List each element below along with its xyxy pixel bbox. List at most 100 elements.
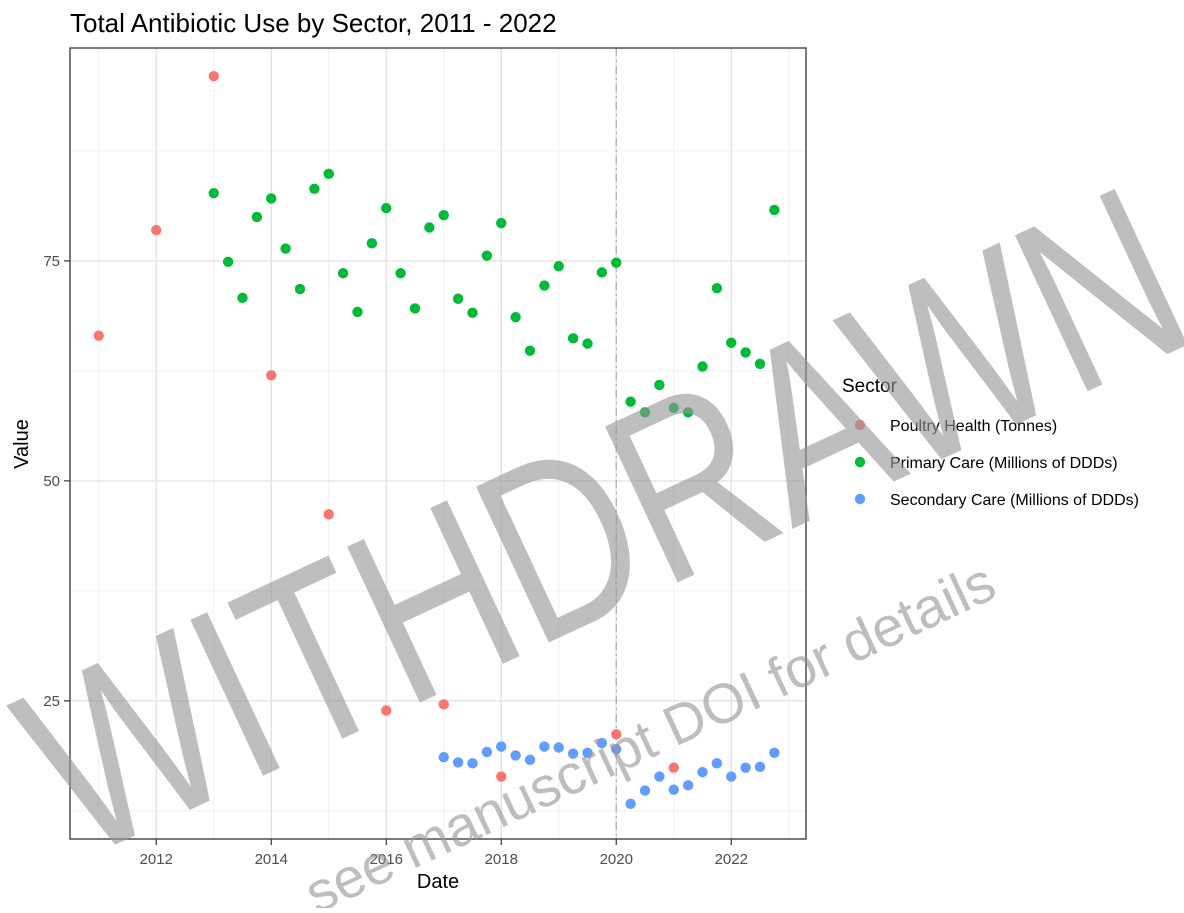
data-point-series-2 bbox=[726, 771, 737, 782]
data-point-series-1 bbox=[553, 261, 564, 272]
data-point-series-2 bbox=[524, 754, 536, 766]
data-point-series-1 bbox=[711, 283, 723, 294]
data-point-series-1 bbox=[467, 307, 478, 319]
x-axis-title: Date bbox=[417, 871, 459, 893]
plot-panel bbox=[70, 48, 806, 839]
data-point-series-1 bbox=[352, 306, 363, 318]
legend-label: Poultry Health (Tonnes) bbox=[890, 418, 1057, 435]
data-point-series-0 bbox=[611, 729, 622, 740]
data-point-series-1 bbox=[237, 292, 248, 304]
data-point-series-1 bbox=[769, 204, 780, 216]
x-tick-label: 2022 bbox=[715, 851, 748, 868]
data-point-series-1 bbox=[510, 312, 521, 323]
data-point-series-1 bbox=[323, 168, 334, 180]
data-point-series-1 bbox=[596, 267, 608, 278]
legend-key bbox=[854, 456, 866, 468]
x-tick-label: 2014 bbox=[255, 851, 288, 868]
data-point-series-2 bbox=[625, 798, 636, 810]
data-point-series-2 bbox=[553, 742, 564, 753]
data-point-series-2 bbox=[654, 771, 665, 782]
data-point-series-0 bbox=[381, 705, 392, 716]
data-point-series-2 bbox=[582, 747, 593, 758]
data-point-series-2 bbox=[740, 762, 751, 773]
x-axis-ticks: 2012 2014 2016 2018 2020 2022 bbox=[140, 839, 748, 868]
data-point-series-2 bbox=[539, 741, 550, 752]
data-point-series-0 bbox=[208, 70, 219, 82]
data-point-series-1 bbox=[754, 358, 766, 370]
data-point-series-2 bbox=[467, 758, 478, 769]
data-point-series-1 bbox=[266, 193, 277, 204]
legend-key bbox=[854, 493, 866, 505]
x-tick-label: 2012 bbox=[140, 851, 173, 868]
data-points bbox=[93, 70, 780, 810]
data-point-series-1 bbox=[366, 238, 378, 249]
data-point-series-1 bbox=[222, 256, 234, 268]
data-point-series-0 bbox=[323, 509, 334, 520]
legend-key bbox=[854, 419, 866, 431]
data-point-series-2 bbox=[438, 751, 449, 763]
x-tick-label: 2016 bbox=[370, 851, 403, 868]
data-point-series-1 bbox=[395, 268, 406, 279]
data-point-series-2 bbox=[639, 785, 651, 796]
data-point-series-1 bbox=[309, 183, 320, 194]
data-point-series-0 bbox=[151, 224, 162, 236]
data-point-series-1 bbox=[496, 217, 507, 229]
data-point-series-1 bbox=[452, 293, 464, 304]
x-tick-label: 2020 bbox=[600, 851, 633, 868]
data-point-series-1 bbox=[726, 337, 737, 348]
data-point-series-1 bbox=[639, 407, 651, 418]
data-point-series-2 bbox=[496, 741, 507, 752]
data-point-series-2 bbox=[567, 748, 579, 759]
data-point-series-0 bbox=[93, 330, 104, 341]
data-point-series-1 bbox=[424, 222, 435, 233]
data-point-series-1 bbox=[381, 202, 392, 214]
data-point-series-1 bbox=[409, 303, 421, 314]
data-point-series-1 bbox=[438, 209, 449, 221]
chart-title: Total Antibiotic Use by Sector, 2011 - 2… bbox=[70, 8, 557, 38]
plot-border bbox=[69, 47, 807, 840]
data-point-series-1 bbox=[567, 333, 579, 344]
data-point-series-1 bbox=[625, 396, 636, 407]
data-point-series-0 bbox=[438, 699, 449, 710]
y-tick-label: 25 bbox=[43, 693, 60, 710]
legend-label: Primary Care (Millions of DDDs) bbox=[890, 455, 1118, 472]
legend-label: Secondary Care (Millions of DDDs) bbox=[890, 492, 1139, 509]
data-point-series-1 bbox=[682, 407, 694, 418]
data-point-series-2 bbox=[596, 737, 608, 749]
data-point-series-0 bbox=[496, 771, 507, 782]
data-point-series-1 bbox=[294, 283, 306, 295]
data-point-series-2 bbox=[452, 757, 464, 768]
legend-title: Sector bbox=[842, 376, 898, 397]
data-point-series-1 bbox=[582, 338, 593, 349]
data-point-series-2 bbox=[711, 758, 723, 769]
data-point-series-1 bbox=[668, 402, 679, 414]
data-point-series-2 bbox=[510, 750, 521, 761]
data-point-series-1 bbox=[481, 250, 493, 261]
data-point-series-1 bbox=[611, 257, 622, 268]
data-point-series-1 bbox=[697, 361, 708, 372]
data-point-series-1 bbox=[524, 345, 536, 356]
data-point-series-1 bbox=[251, 211, 263, 223]
data-point-series-2 bbox=[481, 746, 493, 758]
x-tick-label: 2018 bbox=[485, 851, 518, 868]
grid-lines bbox=[70, 48, 806, 839]
data-point-series-2 bbox=[668, 784, 679, 795]
data-point-series-2 bbox=[682, 780, 694, 791]
data-point-series-1 bbox=[539, 280, 550, 291]
data-point-series-1 bbox=[208, 187, 219, 199]
y-tick-label: 75 bbox=[43, 253, 60, 270]
data-point-series-2 bbox=[697, 766, 708, 778]
data-point-series-2 bbox=[611, 744, 622, 755]
data-point-series-1 bbox=[280, 243, 291, 254]
data-point-series-1 bbox=[337, 268, 349, 279]
data-point-series-1 bbox=[740, 347, 751, 358]
data-point-series-2 bbox=[754, 761, 766, 773]
y-tick-label: 50 bbox=[43, 473, 60, 490]
data-point-series-0 bbox=[668, 762, 679, 773]
data-point-series-1 bbox=[654, 379, 665, 391]
legend: Sector Poultry Health (Tonnes) Primary Ca… bbox=[842, 376, 1139, 509]
y-axis-title: Value bbox=[11, 419, 33, 469]
data-point-series-0 bbox=[266, 370, 277, 381]
